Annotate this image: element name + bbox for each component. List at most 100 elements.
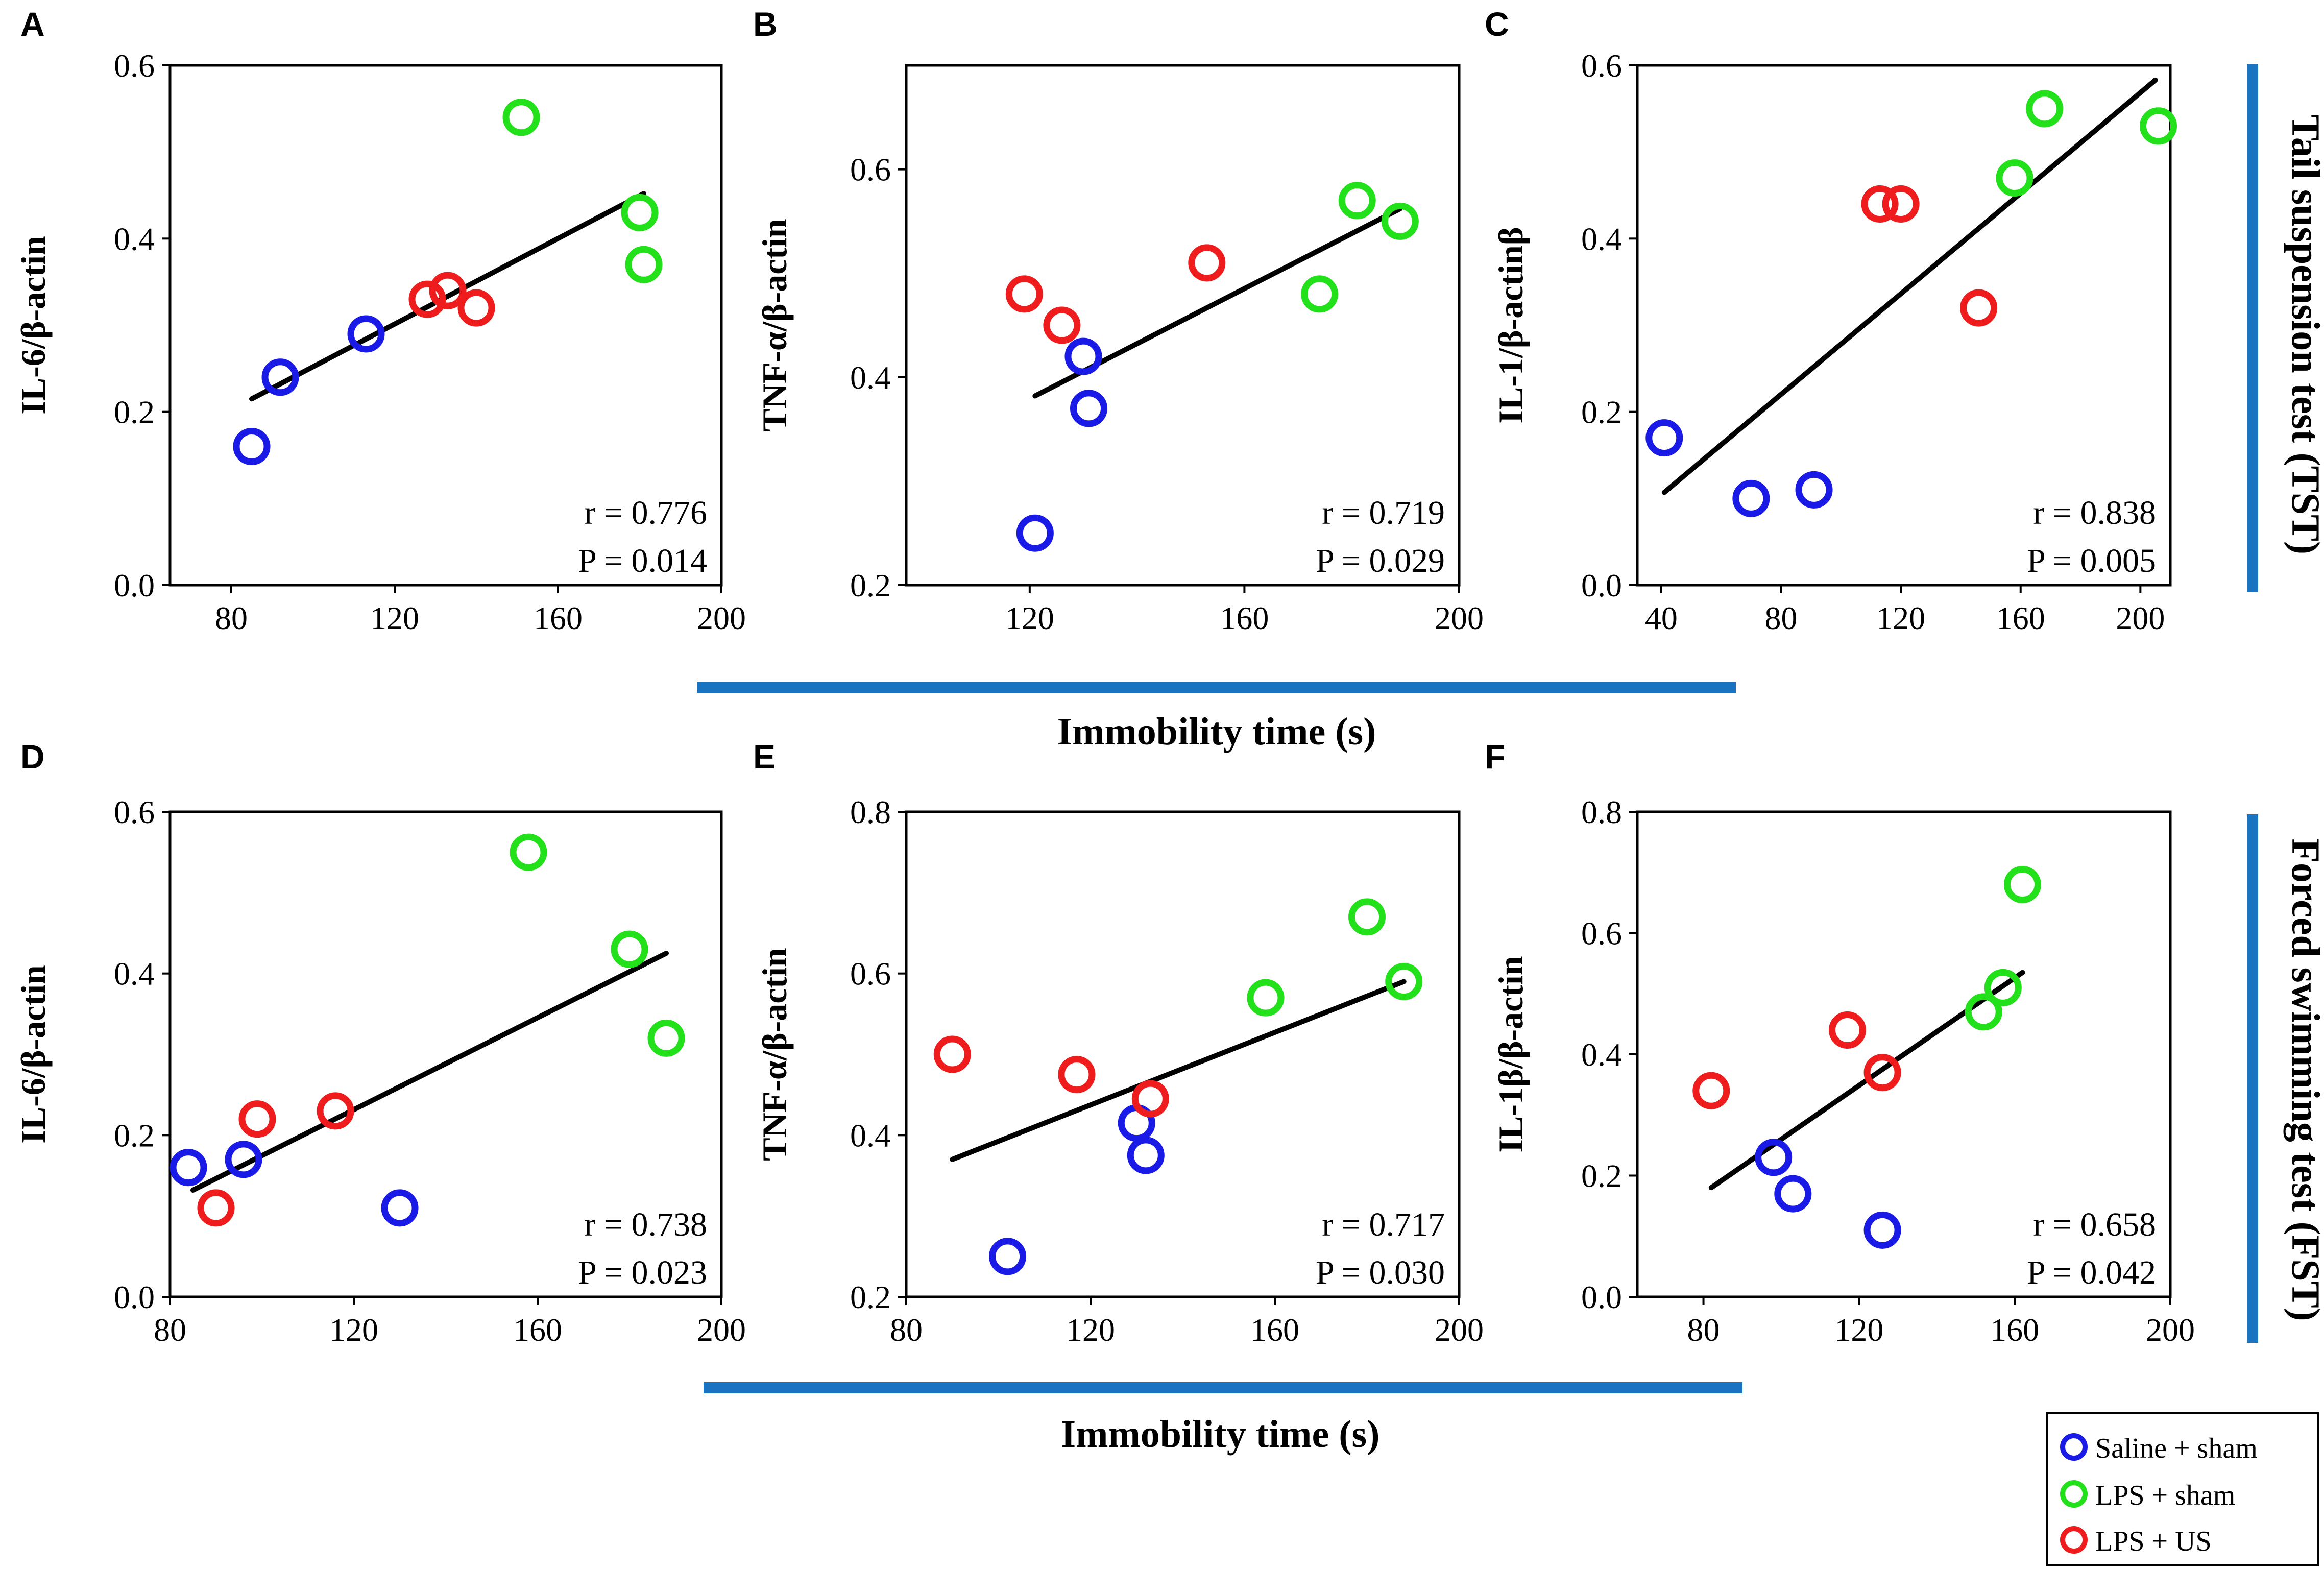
panel-e-point-lps-sham: [1247, 979, 1285, 1017]
panel-d-r-value: r = 0.738: [584, 1206, 707, 1243]
panel-c-point-lps-sham: [2140, 107, 2177, 145]
panel-a-xtick-label: 200: [697, 600, 746, 636]
fst-side-label: Forced swimming test (FST): [2284, 838, 2324, 1321]
legend-marker-saline-sham: [2060, 1433, 2088, 1461]
panel-d-letter: D: [20, 738, 45, 776]
panel-e-ytick-label: 0.2: [850, 1279, 891, 1315]
panel-b-point-lps-us: [1188, 244, 1226, 282]
panel-d-ylabel: IL-6/β-actin: [14, 965, 53, 1143]
legend-label-lps-us: LPS + US: [2095, 1526, 2212, 1557]
panel-a-point-lps-sham: [625, 246, 663, 283]
panel-c-xtick-label: 120: [1876, 600, 1925, 636]
panel-a-point-lps-sham: [621, 194, 659, 231]
panel-f-point-saline-sham: [1863, 1211, 1901, 1249]
panel-e-p-value: P = 0.030: [1316, 1254, 1445, 1291]
panel-f-ytick-label: 0.8: [1581, 794, 1622, 830]
panel-b-point-saline-sham: [1016, 514, 1054, 552]
panel-c-point-saline-sham: [1732, 479, 1770, 517]
panel-c-point-lps-sham: [1996, 159, 2034, 197]
panel-f-point-lps-sham: [1984, 969, 2022, 1006]
panel-b-letter: B: [753, 5, 778, 43]
panel-b-point-saline-sham: [1064, 337, 1102, 375]
legend-marker-lps-us: [2060, 1526, 2088, 1554]
panel-f-xtick-label: 80: [1687, 1312, 1720, 1348]
panel-a: A 80 120 160 200 0.0 0.2 0.4 0.6 IL-6/β-actin r = …: [14, 5, 746, 636]
panel-e-frame: [905, 810, 1461, 1298]
panel-a-point-lps-us: [429, 272, 467, 309]
panel-d-point-lps-sham: [611, 930, 648, 968]
panel-c-ytick-label: 0.4: [1581, 221, 1622, 257]
panel-a-point-lps-us: [408, 280, 446, 318]
panel-f-xtick-label: 120: [1834, 1312, 1883, 1348]
panel-f-p-value: P = 0.042: [2027, 1254, 2156, 1291]
panel-d-regression-line: [190, 951, 669, 1193]
bottom-shared-xlabel: Immobility time (s): [1061, 1413, 1380, 1456]
panel-a-xtick-label: 160: [534, 600, 583, 636]
panel-f-letter: F: [1485, 738, 1505, 776]
panel-c-ylabel: IL-1/β-actinβ: [1491, 227, 1530, 423]
legend-marker-lps-sham: [2060, 1480, 2088, 1508]
panel-a-ylabel: IL-6/β-actin: [14, 236, 53, 414]
panel-f-ytick-label: 0.4: [1581, 1036, 1622, 1073]
panel-a-point-saline-sham: [233, 428, 271, 466]
panel-d-ytick-label: 0.6: [114, 794, 155, 830]
panel-d-ytick-label: 0.4: [114, 956, 155, 992]
panel-d-point-lps-sham: [647, 1019, 685, 1057]
panel-c-regression-line: [1661, 77, 2158, 495]
panel-d-point-lps-us: [317, 1092, 354, 1130]
panel-b-ytick-label: 0.6: [850, 152, 891, 188]
panel-a-regression-line: [249, 191, 646, 402]
panel-b-point-saline-sham: [1070, 390, 1107, 427]
panel-a-xtick-label: 120: [370, 600, 419, 636]
panel-b-xtick-label: 200: [1435, 600, 1484, 636]
panel-c-point-lps-sham: [2026, 90, 2064, 128]
legend: Saline + sham LPS + sham LPS + US: [2046, 1412, 2319, 1566]
panel-c-point-lps-us: [1960, 289, 1998, 327]
panel-e-ylabel: TNF-α/β-actin: [755, 948, 794, 1161]
panel-c-ytick-label: 0.0: [1581, 567, 1622, 603]
panel-a-p-value: P = 0.014: [578, 542, 707, 579]
panel-f-point-lps-us: [1829, 1011, 1867, 1049]
panel-e-xtick-label: 80: [890, 1312, 923, 1348]
legend-label-lps-sham: LPS + sham: [2095, 1480, 2235, 1511]
panel-f-point-lps-us: [1863, 1054, 1901, 1092]
panel-c-p-value: P = 0.005: [2027, 542, 2156, 579]
panel-b-frame: [905, 64, 1461, 587]
panel-e-xtick-label: 200: [1435, 1312, 1484, 1348]
panel-f-r-value: r = 0.658: [2033, 1206, 2156, 1243]
panel-d: D 80 120 160 200 0.0 0.2 0.4 0.6 IL-6/β-actin r = …: [14, 738, 746, 1348]
panel-d-xtick-label: 120: [329, 1312, 378, 1348]
panel-d-point-saline-sham: [381, 1189, 419, 1227]
legend-label-saline-sham: Saline + sham: [2095, 1433, 2258, 1464]
panel-c-point-lps-us: [1861, 185, 1899, 223]
panel-f: F 80 120 160 200 0.0 0.2 0.4 0.6 0.8 IL-1β/β-actin…: [1485, 738, 2195, 1348]
panel-c-point-saline-sham: [1645, 419, 1683, 457]
panel-d-xtick-label: 200: [697, 1312, 746, 1348]
panel-d-ytick-label: 0.0: [114, 1279, 155, 1315]
panel-f-ytick-label: 0.6: [1581, 915, 1622, 952]
panel-f-point-saline-sham: [1774, 1175, 1812, 1213]
panel-a-r-value: r = 0.776: [584, 494, 707, 532]
panel-d-point-saline-sham: [225, 1141, 262, 1178]
panel-e-point-lps-us: [933, 1035, 971, 1073]
panel-e-xtick-label: 160: [1250, 1312, 1299, 1348]
panel-a-point-lps-sham: [502, 99, 540, 136]
panel-d-xtick-label: 80: [154, 1312, 186, 1348]
panel-d-xtick-label: 160: [513, 1312, 562, 1348]
panel-c: C 40 80 120 160 200 0.0 0.2 0.4 0.6 IL-1/β-actinβ r…: [1485, 5, 2177, 636]
panel-e-point-saline-sham: [989, 1238, 1027, 1275]
panel-f-point-lps-sham: [2003, 866, 2041, 903]
panel-e-xtick-label: 120: [1066, 1312, 1115, 1348]
panel-e-r-value: r = 0.717: [1322, 1206, 1445, 1243]
tst-side-label: Tail suspension test (TST): [2284, 114, 2324, 554]
panel-b-point-lps-us: [1005, 275, 1043, 313]
panel-a-point-saline-sham: [347, 315, 385, 353]
panel-b-point-lps-sham: [1381, 202, 1419, 240]
panel-f-point-lps-sham: [1965, 993, 2002, 1031]
panel-a-letter: A: [20, 5, 45, 43]
panel-e-point-lps-sham: [1348, 898, 1386, 936]
panel-e-letter: E: [753, 738, 776, 776]
panel-d-p-value: P = 0.023: [578, 1254, 707, 1291]
panel-a-ytick-label: 0.2: [114, 394, 155, 430]
panel-b-point-lps-us: [1043, 306, 1081, 344]
